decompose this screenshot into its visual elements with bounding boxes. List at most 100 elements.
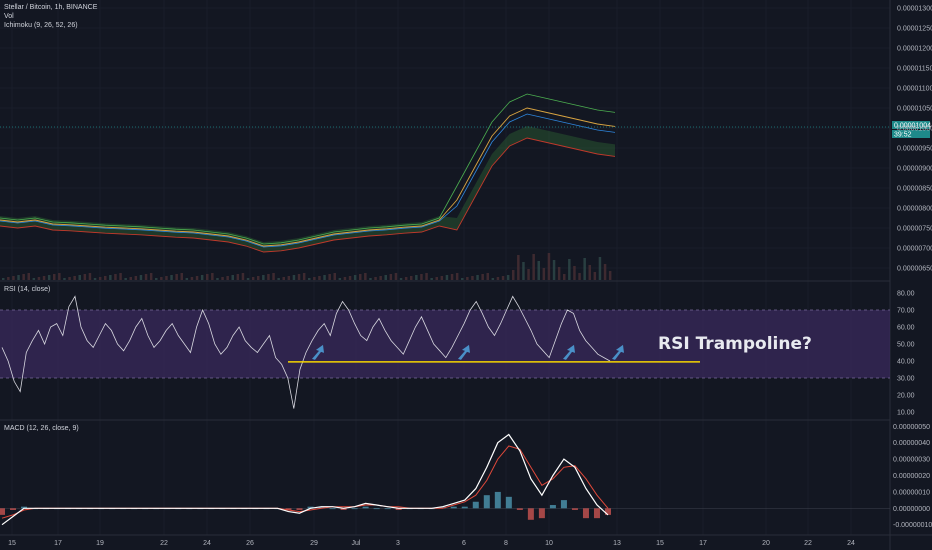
macd-histogram-bar [560,500,567,509]
volume-bar [527,269,530,280]
macd-histogram-bar [340,508,347,510]
volume-bars [2,253,612,280]
vol-label[interactable]: Vol [4,13,14,20]
volume-bar [195,276,199,280]
volume-bar [104,276,107,280]
time-tick-label: 24 [847,540,855,547]
macd-tick-label: 0.00000050 [893,424,930,431]
volume-bar [517,255,520,280]
volume-bar [506,275,510,280]
time-tick-label: 22 [804,540,812,547]
time-tick-label: 20 [762,540,770,547]
volume-bar [399,278,403,280]
volume-bar [287,276,291,280]
rsi-tick-label: 30.00 [897,376,915,383]
volume-bar [353,275,357,280]
time-tick-label: 17 [54,540,62,547]
price-tick-label: 0.00001150 [897,66,932,73]
volume-bar [292,275,296,280]
volume-bar [267,274,270,280]
volume-bar [27,273,30,280]
price-tick-label: 0.00000900 [897,166,932,173]
rsi-tick-label: 60.00 [897,325,915,332]
volume-bar [557,267,561,280]
ichimoku-label[interactable]: Ichimoku (9, 26, 52, 26) [4,22,78,29]
macd-line [1,433,609,526]
volume-bar [165,276,168,280]
price-tick-label: 0.00000700 [897,246,932,253]
symbol-title[interactable]: Stellar / Bitcoin, 1h, BINANCE [4,4,98,11]
macd-histogram-bar [21,506,28,509]
volume-bar [12,276,15,280]
volume-bar [2,278,5,280]
volume-bar [323,275,326,280]
macd-histogram-bar [0,508,5,515]
rsi-trampoline-annotation[interactable]: RSI Trampoline? [658,334,812,354]
volume-bar [216,278,219,280]
up-arrow-icon [312,344,324,360]
volume-bar [7,277,10,280]
volume-bar [598,257,602,280]
volume-bar [593,272,597,280]
time-tick-label: 15 [8,540,16,547]
volume-bar [471,276,474,280]
volume-bar [155,278,158,280]
macd-series [0,433,611,526]
price-tick-label: 0.00000800 [897,206,932,213]
volume-bar [496,277,500,280]
tenkan-line [0,113,616,248]
price-tick-label: 0.00001100 [897,86,932,93]
time-tick-label: Jul [352,540,361,547]
volume-bar [272,273,275,280]
time-tick-label: 15 [656,540,664,547]
volume-bar [129,277,132,280]
rsi-label[interactable]: RSI (14, close) [4,286,50,293]
volume-bar [302,273,306,280]
volume-bar [578,273,581,280]
volume-bar [537,261,540,280]
volume-bar [359,274,362,280]
volume-bar [425,273,428,280]
price-line [0,107,616,247]
volume-bar [450,274,454,280]
volume-bar [190,277,194,280]
macd-histogram-bar [307,506,314,509]
volume-bar [369,278,372,280]
volume-bar [231,275,234,280]
volume-bar [124,278,127,280]
macd-label[interactable]: MACD (12, 26, close, 9) [4,425,79,432]
price-tick-label: 0.00000650 [897,266,932,273]
volume-bar [603,264,607,280]
price-tick-label: 0.00000850 [897,186,932,193]
volume-bar [58,273,61,280]
rsi-tick-label: 80.00 [897,291,915,298]
macd-histogram-bar [571,508,578,510]
volume-bar [461,278,464,280]
macd-histogram-bar [538,508,545,519]
volume-bar [200,275,204,280]
macd-histogram-bar [351,508,358,510]
rsi-tick-label: 20.00 [897,393,915,400]
volume-bar [313,277,316,280]
macd-histogram-bar [549,505,556,509]
up-arrow-icon [612,344,624,360]
volume-bar [455,273,459,280]
ichimoku-cloud [0,126,615,252]
volume-bar [384,275,387,280]
volume-bar [486,273,489,280]
volume-bar [552,260,556,280]
time-tick-label: 13 [613,540,621,547]
volume-bar [476,275,479,280]
volume-bar [588,265,591,280]
time-tick-label: 29 [310,540,318,547]
volume-bar [88,273,92,280]
volume-bar [73,276,76,280]
volume-bar [139,275,143,280]
volume-bar [542,268,546,280]
volume-bar [98,277,102,280]
volume-bar [114,274,117,280]
price-tick-label: 0.00001000 [897,126,932,133]
time-tick-label: 3 [396,540,400,547]
